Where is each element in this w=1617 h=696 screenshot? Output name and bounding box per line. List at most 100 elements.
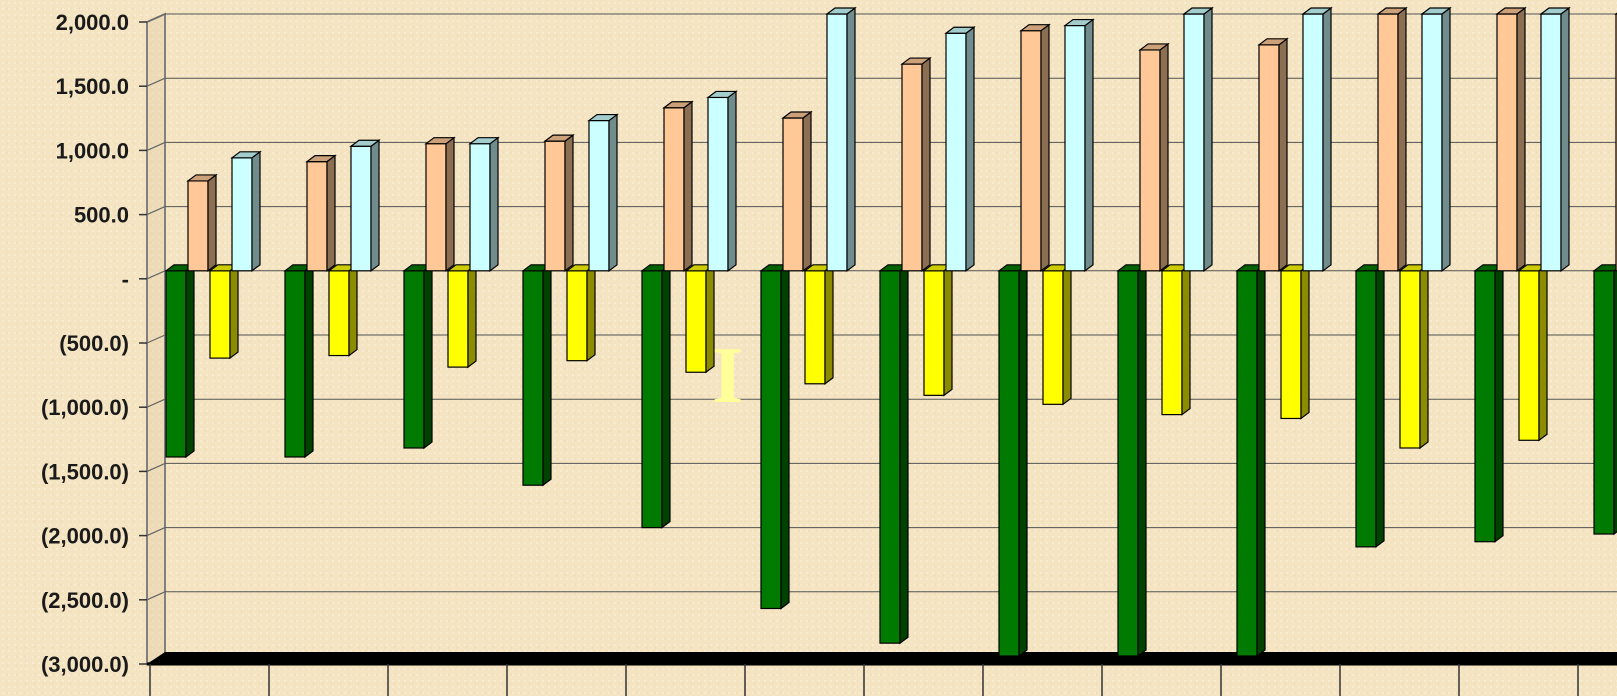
bar	[1592, 264, 1617, 536]
bar-front	[187, 180, 209, 272]
bar	[1182, 6, 1214, 272]
floor	[147, 652, 1617, 664]
bar-top	[662, 101, 694, 109]
bar-side	[304, 263, 314, 459]
bar-top	[1420, 7, 1452, 15]
gridline-depth	[146, 270, 166, 280]
bar-front	[231, 157, 253, 272]
bar	[1376, 6, 1408, 272]
bar-side	[1040, 23, 1050, 272]
y-tick-label: (2,000.0)	[41, 524, 129, 549]
bar-side	[780, 263, 790, 610]
bar	[468, 136, 500, 272]
bar-side	[661, 263, 671, 529]
bar-side	[185, 263, 195, 459]
bar	[1160, 263, 1192, 416]
bar-front	[403, 270, 425, 449]
bar-side	[1322, 6, 1332, 272]
bar-front	[522, 270, 544, 486]
bar	[1257, 37, 1289, 272]
bar	[1301, 6, 1333, 272]
bar-front	[1421, 13, 1443, 272]
bar-front	[1139, 49, 1161, 272]
bar	[349, 139, 381, 272]
bar-front	[901, 63, 923, 272]
bar-front	[1258, 44, 1280, 272]
bar-top	[230, 151, 262, 159]
bar-side	[229, 263, 239, 360]
y-tick-label: (1,000.0)	[41, 395, 129, 420]
bar-front	[1117, 270, 1139, 657]
x-axis	[147, 652, 1617, 696]
y-tick-label: (1,500.0)	[41, 459, 129, 484]
bar-front	[1496, 13, 1518, 272]
bar-front	[998, 270, 1020, 657]
bar-side	[1203, 6, 1213, 272]
bar	[283, 263, 315, 459]
y-tick-label: 1,000.0	[56, 138, 129, 163]
bar-top	[1019, 24, 1051, 32]
gridline-depth	[146, 334, 166, 344]
bar-top	[1257, 38, 1289, 46]
bar	[305, 154, 337, 272]
bar-top	[781, 111, 813, 119]
bar	[1354, 263, 1386, 549]
bar-front	[685, 270, 707, 373]
bar	[1473, 263, 1505, 543]
bar-front	[1020, 30, 1042, 272]
bar	[186, 173, 218, 272]
bar	[640, 263, 672, 529]
bar-side	[921, 56, 931, 272]
bar-top	[1495, 7, 1527, 15]
bar-front	[760, 270, 782, 610]
bar	[230, 150, 262, 272]
bar	[1495, 6, 1527, 272]
bar-top	[349, 139, 381, 147]
bar-top	[1301, 7, 1333, 15]
bar-front	[945, 32, 967, 272]
bar	[424, 136, 456, 272]
bar-side	[467, 263, 477, 369]
bar-side	[1560, 6, 1570, 272]
bar	[1398, 263, 1430, 450]
bar-side	[348, 263, 358, 357]
bar-front	[209, 270, 231, 359]
bar-front	[350, 145, 372, 272]
bar-front	[1474, 270, 1496, 543]
bars	[164, 6, 1617, 658]
bar-side	[326, 154, 336, 272]
bar	[327, 263, 359, 357]
bar-front	[1540, 13, 1562, 272]
bar-side	[1256, 263, 1266, 658]
y-tick-label: -	[122, 267, 129, 292]
gridline-depth	[146, 77, 166, 87]
bar-top	[706, 90, 738, 99]
bar-front	[1377, 13, 1399, 272]
bar-side	[1397, 6, 1407, 272]
bar-side	[1613, 267, 1617, 536]
bar	[922, 263, 954, 397]
y-tick-label: 2,000.0	[56, 10, 129, 35]
bar	[1235, 263, 1267, 658]
bar	[565, 263, 597, 362]
bar	[944, 26, 976, 272]
bar-side	[727, 90, 737, 272]
bar-side	[542, 263, 552, 487]
bar-front	[1183, 13, 1205, 272]
bar-side	[564, 133, 574, 272]
bar-top	[543, 134, 575, 142]
bar-top	[1138, 43, 1170, 51]
bar-front	[588, 119, 610, 272]
bar-side	[586, 263, 596, 362]
y-tick-label: (2,500.0)	[41, 588, 129, 613]
bar	[1420, 6, 1452, 272]
bar-side	[1084, 18, 1094, 272]
bar	[1138, 42, 1170, 272]
bar-side	[370, 139, 380, 272]
bar-side	[1278, 37, 1288, 272]
bar-side	[1419, 263, 1429, 450]
bar-front	[1280, 270, 1302, 420]
gridline-depth	[146, 527, 166, 537]
bar	[759, 263, 791, 610]
